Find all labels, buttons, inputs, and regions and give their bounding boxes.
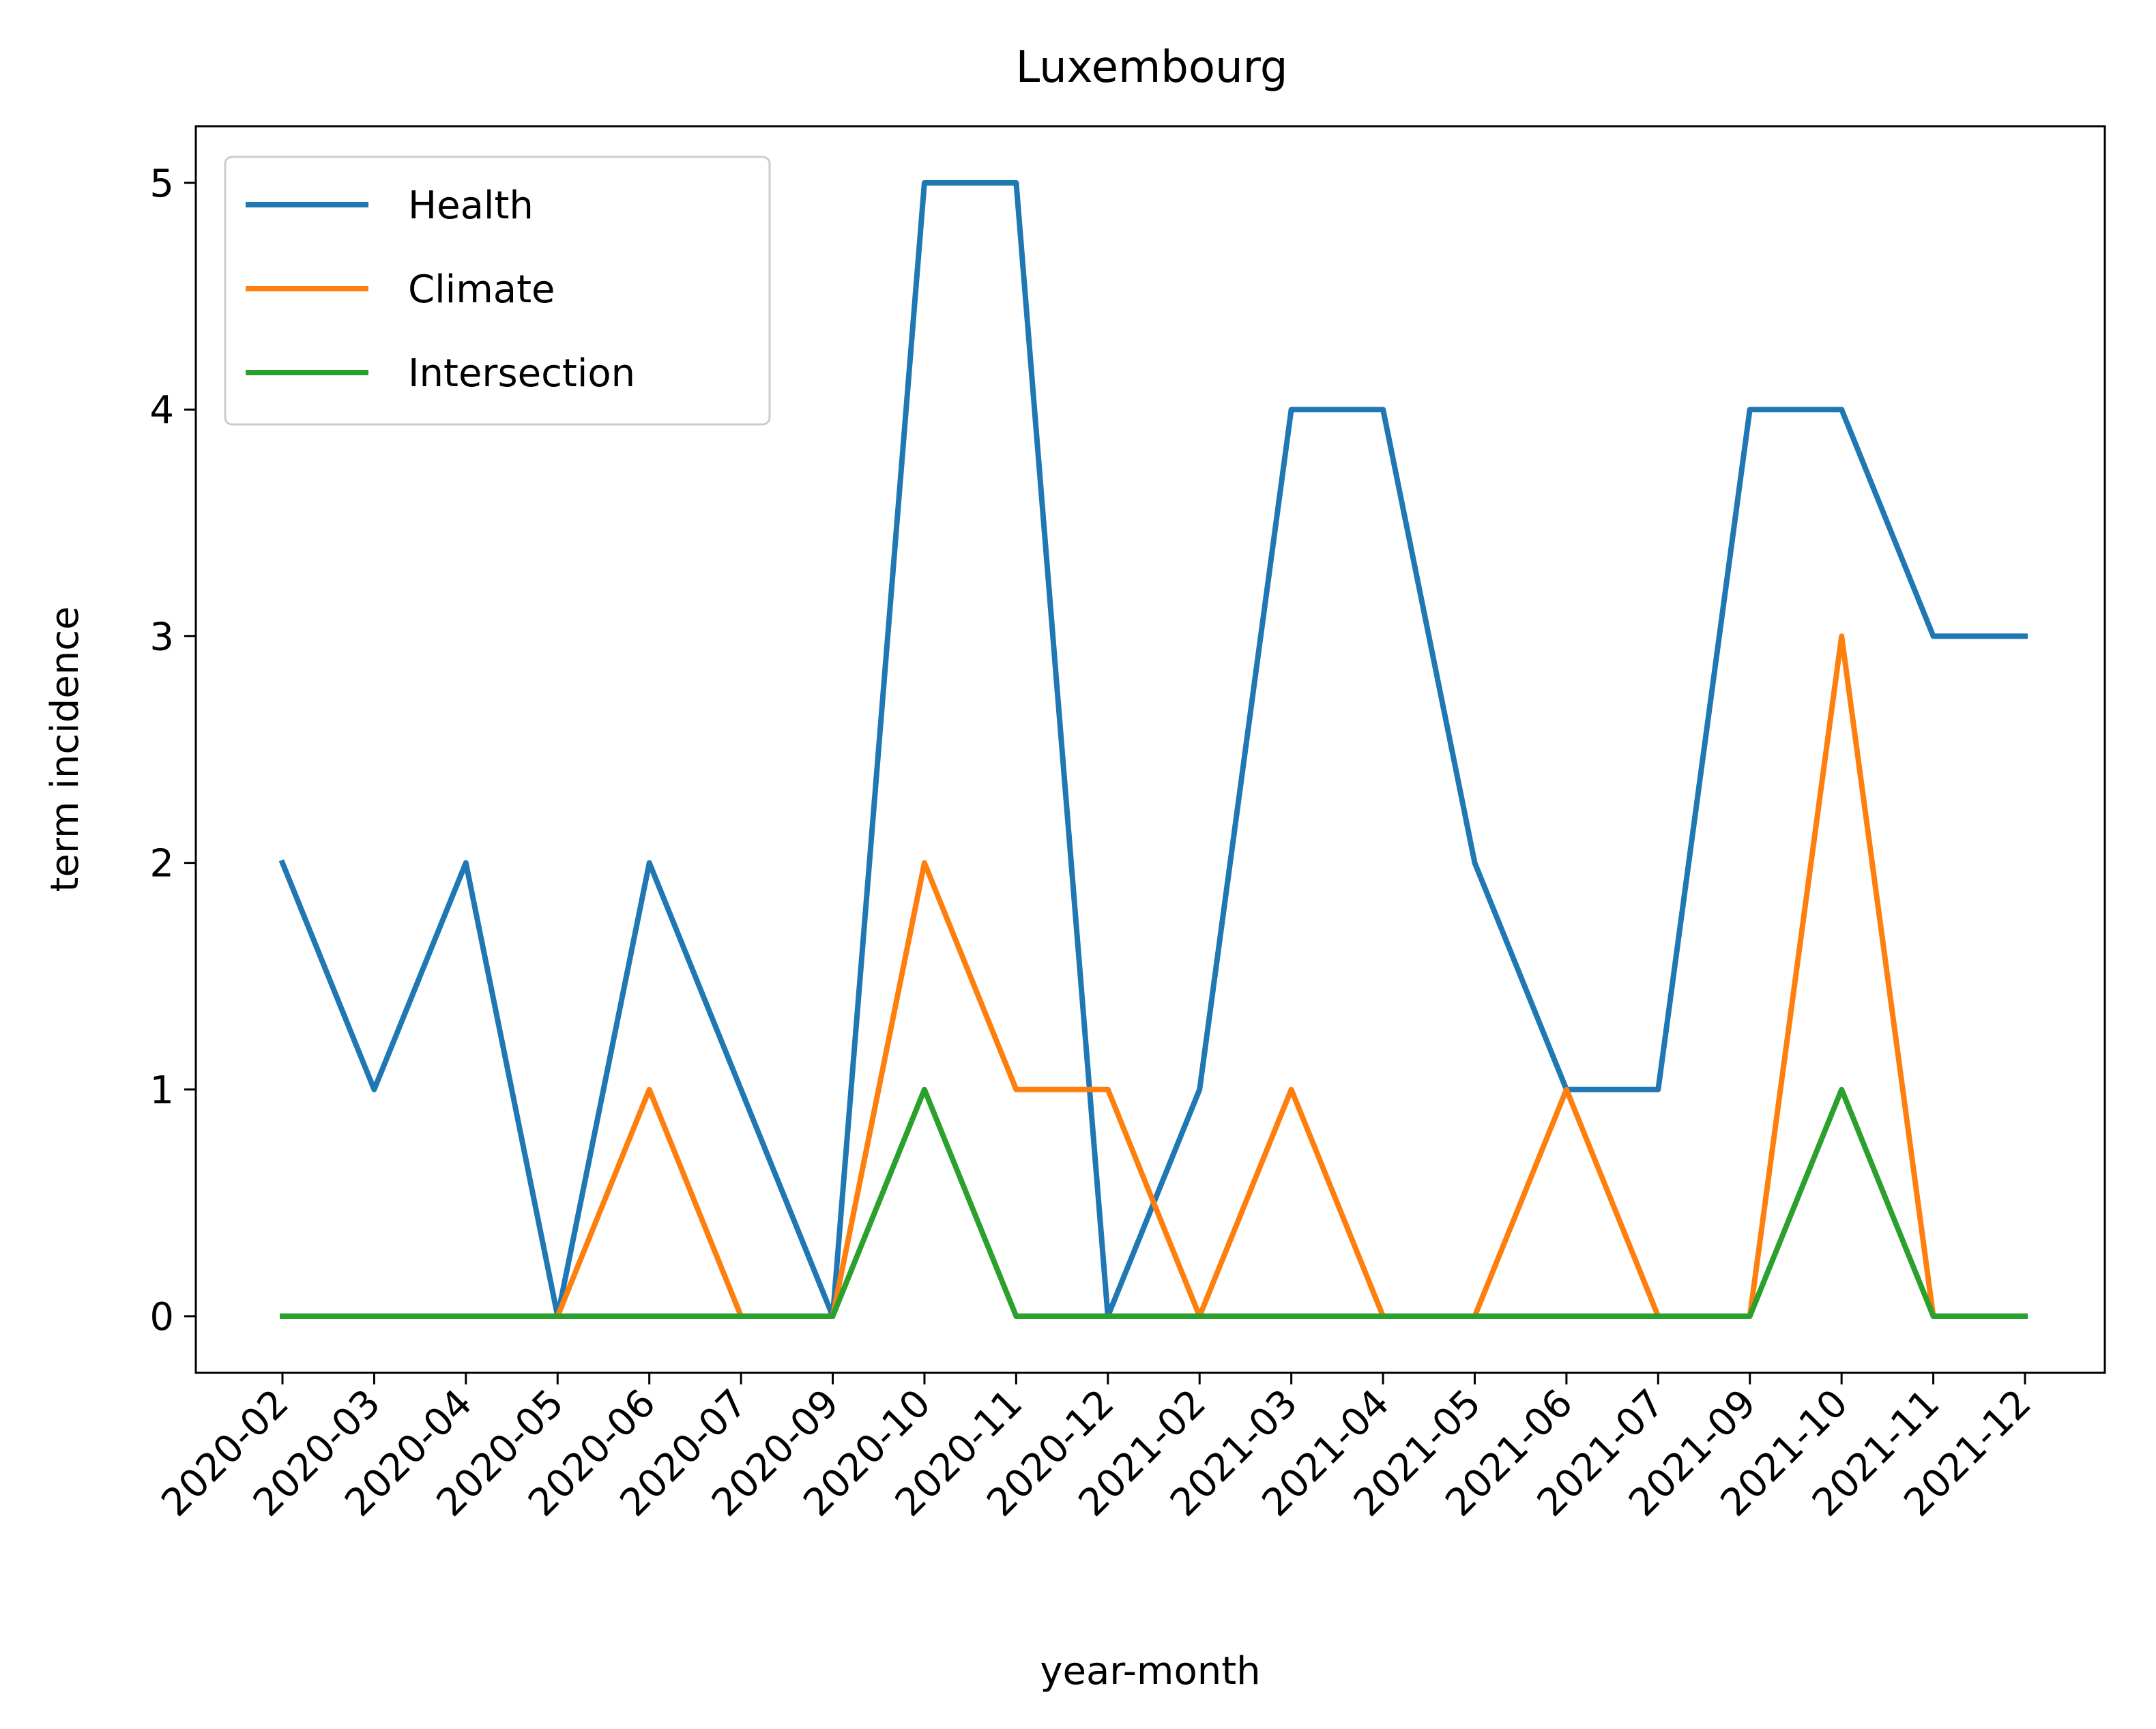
series-line-intersection (280, 1086, 2028, 1319)
y-tick-label: 4 (149, 388, 174, 433)
plot-frame (194, 125, 2106, 1374)
chart-title: Luxembourg (1016, 42, 1288, 93)
y-tick-label: 1 (149, 1069, 174, 1113)
x-axis-label: year-month (1040, 1649, 1260, 1694)
series-line-climate (280, 633, 2028, 1319)
x-axis: 2020-022020-032020-042020-052020-062020-… (153, 1373, 2040, 1525)
y-tick-label: 0 (149, 1295, 174, 1339)
y-tick-label: 2 (149, 842, 174, 886)
legend: Health Climate Intersection (224, 156, 771, 426)
legend-box (224, 156, 771, 426)
y-axis: 0 1 2 3 4 5 (149, 162, 196, 1339)
y-axis-label: term incidence (43, 607, 87, 892)
legend-label-intersection: Intersection (408, 351, 635, 396)
y-tick-label: 3 (149, 615, 174, 659)
y-tick-label: 5 (149, 162, 174, 206)
legend-label-climate: Climate (408, 267, 555, 312)
series-layer (278, 180, 2028, 1319)
legend-label-health: Health (408, 184, 534, 228)
